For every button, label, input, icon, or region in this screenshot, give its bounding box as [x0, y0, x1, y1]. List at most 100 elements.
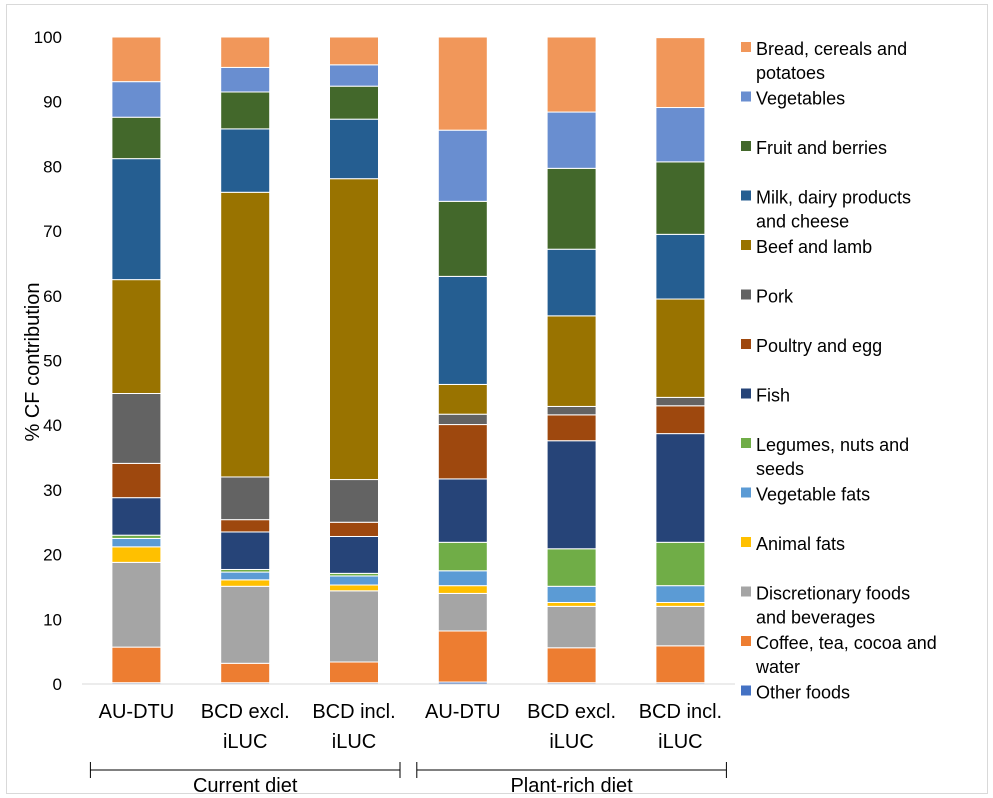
- legend-label-line2: and cheese: [756, 212, 849, 232]
- bar-segment: [546, 248, 597, 317]
- bar-segment: [546, 36, 597, 113]
- bar-segment: [111, 646, 162, 684]
- bar-segment: [546, 585, 597, 603]
- bar-segment: [437, 424, 488, 480]
- legend-label: Pork: [756, 287, 794, 307]
- legend-swatch: [741, 487, 751, 498]
- legend-label-line2: seeds: [756, 459, 804, 479]
- bar-segment: [329, 575, 379, 586]
- bar-segment: [329, 590, 379, 663]
- bar-segment: [437, 413, 488, 426]
- bar-segment: [220, 128, 271, 193]
- legend-label: Coffee, tea, cocoa and: [756, 633, 937, 653]
- y-tick-label: 0: [53, 675, 62, 694]
- x-tick-label-line2: iLUC: [332, 731, 376, 753]
- bar-segment: [437, 129, 488, 202]
- bar-segment: [655, 161, 706, 235]
- legend-label: Vegetable fats: [756, 485, 870, 505]
- x-tick-label: BCD excl.: [527, 701, 616, 723]
- legend-label: Discretionary foods: [756, 584, 910, 604]
- bar-segment: [437, 541, 488, 572]
- bar-segment: [220, 571, 271, 581]
- bar-segment: [655, 37, 706, 109]
- legend-swatch: [741, 636, 751, 646]
- bar-segment: [655, 396, 706, 407]
- legend-swatch: [741, 190, 751, 201]
- bar-segment: [111, 561, 162, 648]
- x-tick-label-line2: iLUC: [658, 731, 702, 753]
- y-tick-label: 30: [43, 481, 62, 500]
- x-tick-label: AU-DTU: [99, 701, 175, 723]
- legend-swatch: [741, 537, 751, 547]
- y-tick-label: 80: [43, 157, 62, 176]
- bar-segment: [111, 546, 162, 563]
- group-label: Plant-rich diet: [510, 775, 633, 797]
- legend-label: Poultry and egg: [756, 336, 882, 356]
- y-axis-title: % CF contribution: [22, 283, 44, 442]
- y-axis-ticks: 0 10 20 30 40 50 60 70 80 90 100: [34, 28, 62, 694]
- bar-segment: [655, 541, 706, 587]
- bar-segment: [220, 66, 271, 93]
- y-tick-label: 90: [43, 93, 62, 112]
- bar-segment: [437, 275, 488, 385]
- legend-swatch: [741, 685, 751, 696]
- bar-segment: [655, 601, 706, 607]
- bar-segment: [329, 64, 379, 87]
- bar-segment: [111, 392, 162, 464]
- bar-segment: [437, 383, 488, 415]
- bar-segment: [111, 36, 162, 83]
- bar-segment: [220, 531, 271, 570]
- bar-segment: [220, 519, 271, 533]
- y-tick-label: 70: [43, 222, 62, 241]
- bar-segment: [111, 537, 162, 548]
- bar-segment: [437, 630, 488, 683]
- bars: [111, 36, 706, 685]
- bar-segment: [111, 116, 162, 160]
- legend-label-line2: water: [755, 657, 800, 677]
- bar-segment: [220, 662, 271, 684]
- bar-segment: [546, 440, 597, 550]
- x-tick-label-line2: iLUC: [223, 731, 267, 753]
- bar-segment: [220, 476, 271, 521]
- bar-segment: [220, 585, 271, 664]
- bar-segment: [437, 36, 488, 131]
- x-axis-category-labels: AU-DTU BCD excl. iLUC BCD incl. iLUC AU-DTU BC…: [99, 701, 722, 753]
- legend-swatch: [741, 289, 751, 300]
- legend-label-line2: and beverages: [756, 608, 875, 628]
- bar-segment: [655, 433, 706, 543]
- bar-segment: [546, 111, 597, 169]
- legend-swatch: [741, 438, 751, 448]
- bar-segment: [220, 579, 271, 587]
- bar-segment: [437, 478, 488, 543]
- legend-label: Animal fats: [756, 534, 845, 554]
- chart-frame: [6, 4, 988, 794]
- x-tick-label: BCD incl.: [312, 701, 395, 723]
- x-tick-label: BCD incl.: [639, 701, 722, 723]
- bar-segment: [546, 601, 597, 607]
- bar-segment: [437, 585, 488, 594]
- y-tick-label: 50: [43, 352, 62, 371]
- y-tick-label: 10: [43, 610, 62, 629]
- bar-segment: [655, 605, 706, 647]
- bar-segment: [546, 405, 597, 416]
- bar-segment: [655, 405, 706, 435]
- bar-segment: [655, 645, 706, 684]
- bar-segment: [220, 191, 271, 478]
- legend-label: Other foods: [756, 683, 850, 703]
- bar-segment: [655, 298, 706, 398]
- legend: Bread, cereals and potatoes Vegetables Frui…: [741, 39, 937, 703]
- bar-segment: [111, 81, 162, 118]
- bar-segment: [437, 200, 488, 277]
- bar-segment: [546, 605, 597, 649]
- bar-segment: [546, 315, 597, 407]
- bar-segment: [111, 497, 162, 536]
- bar-segment: [220, 91, 271, 130]
- legend-label: Fruit and berries: [756, 138, 887, 158]
- bar-segment: [329, 584, 379, 592]
- bar-segment: [655, 107, 706, 163]
- category-group-brackets: Current diet Plant-rich diet: [89, 762, 727, 797]
- legend-swatch: [741, 388, 751, 399]
- legend-label: Milk, dairy products: [756, 188, 911, 208]
- bar-segment: [655, 233, 706, 300]
